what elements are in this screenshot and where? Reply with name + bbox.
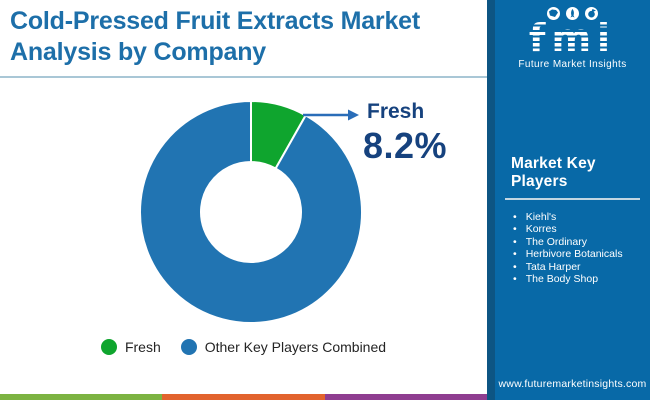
key-player-item: Kiehl's bbox=[513, 211, 640, 223]
page-title-line1: Cold-Pressed Fruit Extracts Market bbox=[10, 7, 420, 35]
title-divider bbox=[0, 76, 487, 78]
fmi-wordmark-wrap: fmi bbox=[528, 19, 617, 57]
key-players-list: Kiehl'sKorresThe OrdinaryHerbivore Botan… bbox=[505, 211, 640, 285]
page-title: Cold-Pressed Fruit Extracts Market Analy… bbox=[10, 6, 420, 68]
stripe-segment bbox=[0, 394, 163, 400]
donut-slice-other-key-players-combined bbox=[139, 99, 363, 324]
callout-arrow-icon bbox=[303, 109, 359, 121]
key-players-title: Market Key Players bbox=[511, 155, 596, 190]
key-players-underline bbox=[505, 198, 640, 200]
footer-stripe bbox=[0, 394, 487, 400]
website-url: www.futuremarketinsights.com bbox=[498, 378, 647, 390]
fmi-logo: fmi Future Market Insights bbox=[495, 7, 650, 70]
logo-icons-row bbox=[495, 7, 650, 20]
legend-swatch bbox=[100, 339, 117, 355]
key-player-item: The Body Shop bbox=[513, 273, 640, 285]
page-title-line2: Analysis by Company bbox=[10, 38, 267, 66]
key-player-item: The Ordinary bbox=[513, 236, 640, 248]
legend-swatch bbox=[180, 339, 197, 355]
rocket-icon bbox=[566, 7, 579, 20]
legend: Fresh Other Key Players Combined bbox=[0, 339, 487, 355]
key-player-item: Korres bbox=[513, 223, 640, 235]
logo-subtitle: Future Market Insights bbox=[518, 59, 627, 70]
stripe-segment bbox=[162, 394, 325, 400]
donut-chart bbox=[139, 99, 363, 324]
key-player-item: Herbivore Botanicals bbox=[513, 248, 640, 260]
callout-label: Fresh bbox=[367, 100, 425, 123]
sidebar: fmi Future Market Insights Market Key Pl… bbox=[487, 0, 650, 400]
key-players-section: Market Key Players Kiehl'sKorresThe Ordi… bbox=[495, 155, 650, 285]
fmi-wordmark: fmi bbox=[528, 16, 617, 60]
legend-label: Fresh bbox=[124, 339, 161, 355]
callout-value: 8.2% bbox=[363, 125, 448, 166]
legend-label: Other Key Players Combined bbox=[204, 339, 387, 355]
globe-plane-icon bbox=[585, 7, 598, 20]
stripe-segment bbox=[324, 394, 487, 400]
key-player-item: Tata Harper bbox=[513, 261, 640, 273]
map-icon bbox=[547, 7, 560, 20]
legend-item: Fresh bbox=[100, 339, 161, 355]
legend-item: Other Key Players Combined bbox=[180, 339, 387, 355]
